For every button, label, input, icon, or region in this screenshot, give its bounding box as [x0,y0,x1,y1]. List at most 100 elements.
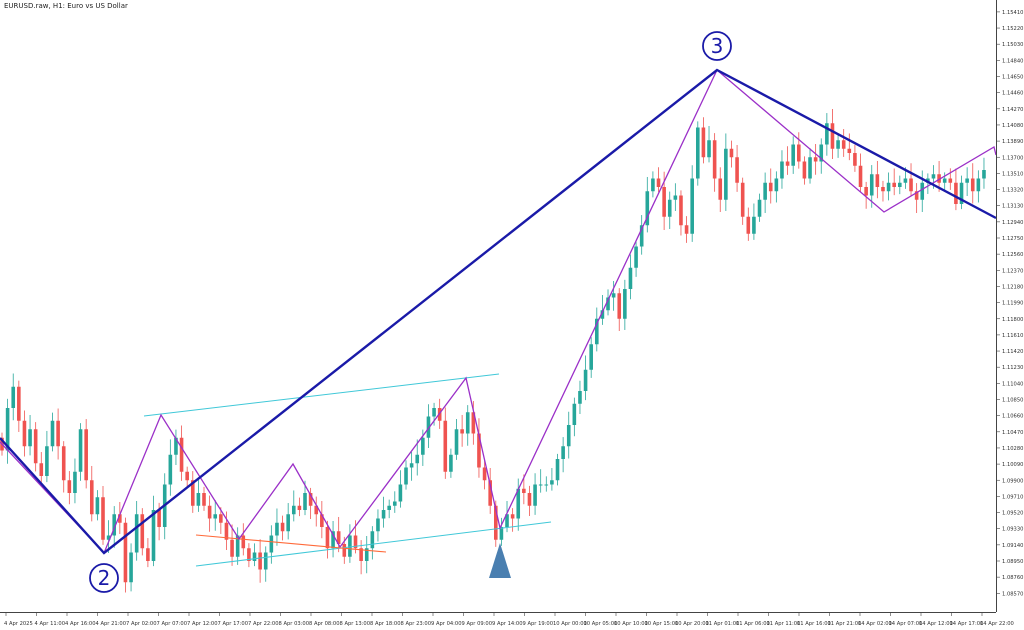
bull-candle [724,148,728,200]
bear-candle [892,182,896,187]
bull-candle [252,552,257,561]
bull-candle [959,182,964,204]
price-tick-label: 1.10280 [1002,446,1023,452]
price-tick-label: 1.11990 [1002,301,1023,307]
bear-candle [858,165,863,187]
time-tick-label: 7 Apr 17:00 [218,621,249,627]
bull-candle [387,505,391,510]
bull-candle [168,454,173,485]
bull-candle [28,429,32,447]
bull-candle [45,446,49,476]
bear-candle [875,174,880,187]
price-tick-label: 1.08570 [1002,591,1023,597]
bull-candle [409,463,414,468]
time-tick-label: 10 Apr 05:00 [584,621,618,627]
bull-candle [50,420,55,447]
bear-candle [746,216,751,234]
bull-candle [825,123,829,145]
time-tick-label: 11 Apr 16:00 [797,621,831,627]
price-tick-label: 1.14080 [1002,123,1023,129]
price-tick-label: 1.10850 [1002,398,1023,404]
bear-candle [954,182,958,204]
bear-candle [768,182,773,192]
bull-candle [95,497,100,515]
bear-candle [157,510,161,527]
bear-candle [712,140,717,179]
price-tick-label: 1.14840 [1002,58,1023,64]
bear-candle [488,480,492,506]
bear-candle [471,412,476,434]
bull-candle [774,178,779,192]
price-tick-label: 1.15220 [1002,26,1023,32]
time-tick-label: 9 Apr 09:00 [462,621,493,627]
time-tick-label: 8 Apr 13:00 [340,621,371,627]
time-tick-label: 10 Apr 00:00 [553,621,587,627]
bear-candle [219,514,223,523]
bull-candle [550,480,554,485]
bull-candle [196,493,201,506]
elliott-wave-line [0,68,997,555]
bear-candle [39,463,44,476]
price-tick-label: 1.13320 [1002,188,1023,194]
bull-candle [752,216,756,234]
bear-candle [617,293,622,319]
bear-candle [224,522,229,540]
bear-candle [729,148,734,158]
bull-candle [965,178,969,183]
bear-candle [510,514,515,519]
bear-candle [735,157,739,183]
bear-candle [813,157,818,162]
bear-candle [241,535,246,549]
bull-candle [555,459,560,481]
time-tick-label: 7 Apr 22:00 [248,621,279,627]
bear-candle [33,429,38,464]
bear-candle [847,148,852,153]
time-axis: 4 Apr 2025 4 Apr 11:00 4 Apr 16:00 4 Apr 21… [4,612,1014,627]
bear-candle [914,191,919,200]
bear-candle [881,187,885,192]
bear-candle [740,182,745,217]
bull-candle [544,484,549,486]
price-tick-label: 1.13510 [1002,171,1023,177]
bull-candle [376,518,380,532]
bull-candle [645,191,650,226]
time-tick-label: 7 Apr 07:00 [157,621,188,627]
bull-candle [566,425,571,447]
bull-candle [869,174,874,196]
wave-label-number: 3 [711,34,724,58]
bear-candle [937,174,941,183]
price-tick-label: 1.11420 [1002,349,1023,355]
bear-candle [280,522,285,532]
time-tick-label: 7 Apr 12:00 [187,621,218,627]
bear-candle [909,178,913,192]
bull-candle [623,289,627,319]
time-tick-label: 14 Apr 02:00 [858,621,892,627]
bear-candle [684,225,689,234]
bull-candle [791,144,795,166]
bull-candle [286,514,290,532]
bull-candle [129,552,133,583]
price-tick-label: 1.15030 [1002,42,1023,48]
bear-candle [864,187,868,196]
price-tick-label: 1.13700 [1002,155,1023,161]
time-tick-label: 8 Apr 03:00 [279,621,310,627]
bull-candle [454,429,459,455]
bull-candle [499,527,504,540]
bull-candle [5,408,10,451]
bull-candle [572,403,577,425]
price-tick-label: 1.10470 [1002,430,1023,436]
price-tick-label: 1.12370 [1002,268,1023,274]
lower-channel-line [195,521,552,567]
time-tick-label: 8 Apr 18:00 [370,621,401,627]
bear-candle [185,471,189,481]
bull-candle [263,552,268,570]
price-tick-label: 1.14650 [1002,75,1023,81]
time-tick-label: 11 Apr 11:00 [767,621,801,627]
bull-candle [903,178,908,183]
bull-candle [836,140,840,149]
bear-candle [308,493,313,506]
bull-candle [920,182,925,200]
bull-candle [465,412,470,434]
wave-label-2: 2 [89,563,119,593]
